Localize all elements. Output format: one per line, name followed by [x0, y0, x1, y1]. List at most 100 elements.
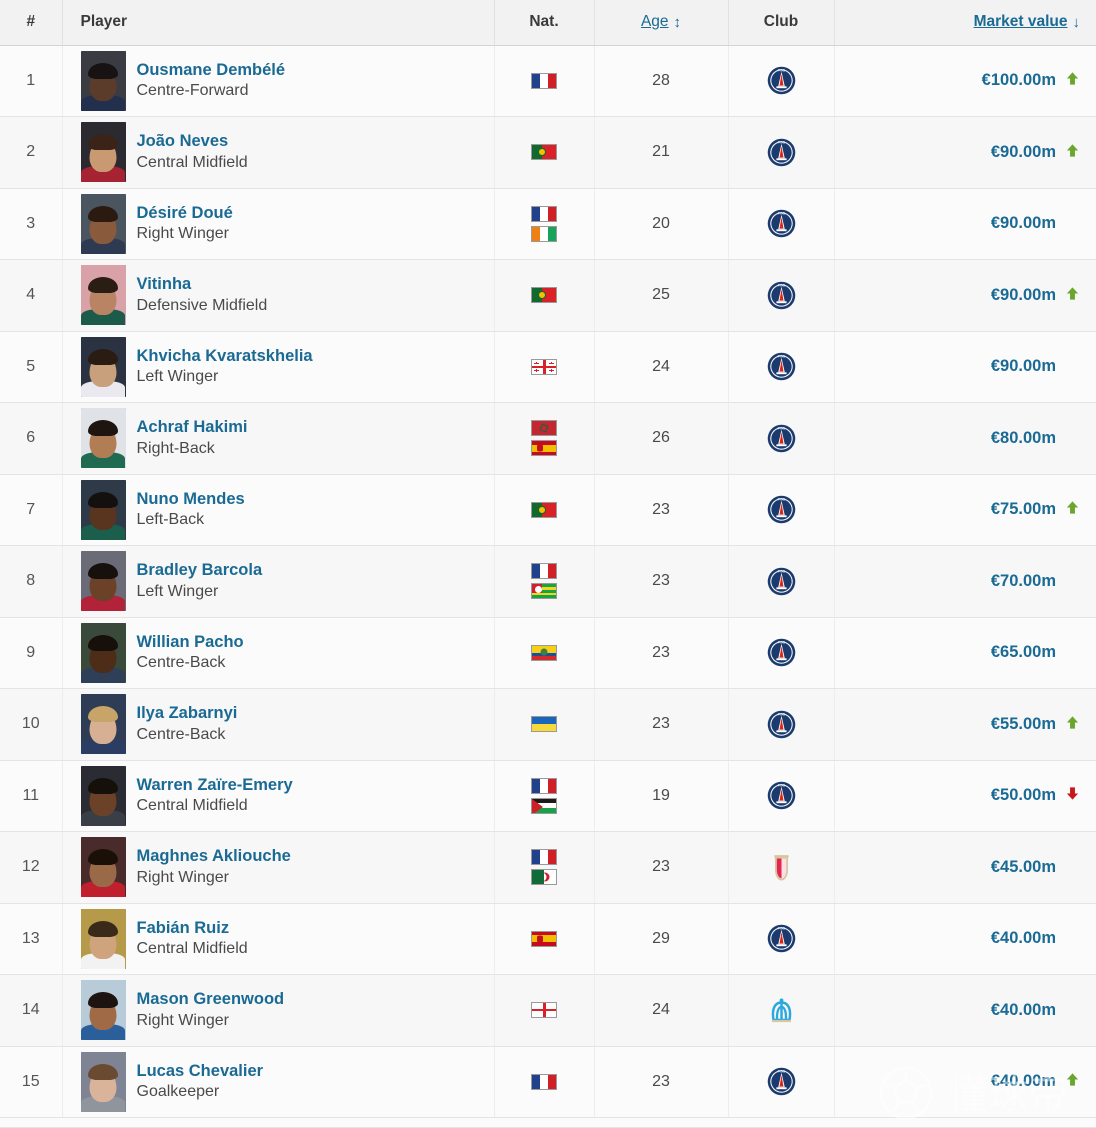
flag-ukraine-icon[interactable] — [531, 716, 557, 733]
player-name-link[interactable]: Nuno Mendes — [136, 489, 245, 508]
player-portrait[interactable] — [80, 479, 126, 540]
player-name-link[interactable]: Vitinha — [136, 275, 192, 294]
flag-palestine-icon[interactable] — [531, 797, 557, 814]
player-portrait[interactable] — [80, 837, 126, 898]
club-cell[interactable]: PSG — [728, 402, 835, 475]
table-row[interactable]: 14 Mason Greenwood Right Winger 24 €40.00m — [0, 974, 1096, 1047]
table-row[interactable]: 3 Désiré Doué Right Winger 20 PSG €90.00m — [0, 188, 1096, 260]
player-name-link[interactable]: Warren Zaïre-Emery — [136, 775, 293, 794]
market-value-link[interactable]: €75.00m — [990, 500, 1056, 519]
player-portrait[interactable] — [80, 551, 126, 612]
flag-france-icon[interactable] — [531, 849, 557, 866]
market-value-link[interactable]: €90.00m — [990, 285, 1056, 304]
player-name-link[interactable]: Achraf Hakimi — [136, 418, 248, 437]
market-value-link[interactable]: €90.00m — [990, 142, 1056, 161]
table-row[interactable]: 7 Nuno Mendes Left-Back 23 PSG €75.00m — [0, 474, 1096, 546]
table-row[interactable]: 12 Maghnes Akliouche Right Winger 23 €45.00m — [0, 831, 1096, 904]
table-row[interactable]: 11 Warren Zaïre-Emery Central Midfield 19 PS… — [0, 760, 1096, 832]
player-name-link[interactable]: João Neves — [136, 132, 229, 151]
player-portrait[interactable] — [80, 122, 126, 183]
club-cell[interactable]: PSG — [728, 617, 835, 689]
flag-france-icon[interactable] — [531, 205, 557, 222]
table-row[interactable]: 4 Vitinha Defensive Midfield 25 PSG €90.00m — [0, 259, 1096, 332]
player-name-link[interactable]: Mason Greenwood — [136, 990, 285, 1009]
market-value-link[interactable]: €40.00m — [990, 1072, 1056, 1091]
player-portrait[interactable] — [80, 336, 126, 397]
player-name-link[interactable]: Ilya Zabarnyi — [136, 704, 238, 723]
flag-portugal-icon[interactable] — [531, 501, 557, 518]
market-value-link[interactable]: €100.00m — [981, 71, 1056, 90]
club-cell[interactable]: PSG — [728, 688, 835, 761]
club-cell[interactable]: PSG — [728, 474, 835, 546]
market-value-link[interactable]: €70.00m — [990, 571, 1056, 590]
player-portrait[interactable] — [80, 408, 126, 469]
player-name-link[interactable]: Khvicha Kvaratskhelia — [136, 346, 313, 365]
club-cell[interactable]: PSG — [728, 45, 835, 117]
table-row[interactable]: 2 João Neves Central Midfield 21 PSG €90.00m — [0, 116, 1096, 189]
player-portrait[interactable] — [80, 50, 126, 111]
player-name-link[interactable]: Maghnes Akliouche — [136, 847, 291, 866]
table-row[interactable]: 10 Ilya Zabarnyi Centre-Back 23 PSG €55.00m — [0, 688, 1096, 761]
club-cell[interactable]: PSG — [728, 1046, 835, 1118]
flag-portugal-icon[interactable] — [531, 287, 557, 304]
flag-france-icon[interactable] — [531, 777, 557, 794]
player-portrait[interactable] — [80, 980, 126, 1041]
player-portrait[interactable] — [80, 908, 126, 969]
club-cell[interactable]: PSG — [728, 545, 835, 618]
flag-algeria-icon[interactable] — [531, 869, 557, 886]
table-row[interactable]: 6 Achraf Hakimi Right-Back 26 PSG €80.00m — [0, 402, 1096, 475]
table-row[interactable]: 15 Lucas Chevalier Goalkeeper 23 PSG €40.00m — [0, 1046, 1096, 1118]
player-portrait[interactable] — [80, 193, 126, 254]
flag-georgia-icon[interactable] — [531, 358, 557, 375]
flag-france-icon[interactable] — [531, 72, 557, 89]
flag-spain-icon[interactable] — [531, 930, 557, 947]
flag-cote-d-ivoire-icon[interactable] — [531, 225, 557, 242]
market-value-link[interactable]: €65.00m — [990, 643, 1056, 662]
player-portrait[interactable] — [80, 622, 126, 683]
market-value-link[interactable]: €40.00m — [990, 1000, 1056, 1019]
flag-france-icon[interactable] — [531, 1073, 557, 1090]
table-row[interactable]: 9 Willian Pacho Centre-Back 23 PSG €65.00m — [0, 617, 1096, 689]
table-row[interactable]: 8 Bradley Barcola Left Winger 23 PSG €70.00m — [0, 545, 1096, 618]
flag-portugal-icon[interactable] — [531, 144, 557, 161]
market-value-link[interactable]: €45.00m — [990, 857, 1056, 876]
club-cell[interactable]: PSG — [728, 760, 835, 832]
player-name-link[interactable]: Bradley Barcola — [136, 561, 263, 580]
market-value-link[interactable]: €80.00m — [990, 428, 1056, 447]
market-value-link[interactable]: €50.00m — [990, 786, 1056, 805]
table-row[interactable]: 1 Ousmane Dembélé Centre-Forward 28 PSG €100.… — [0, 45, 1096, 117]
club-cell[interactable] — [728, 974, 835, 1047]
column-header-age[interactable]: Age ↕ — [594, 0, 729, 46]
sort-both-icon[interactable]: ↕ — [673, 14, 682, 32]
player-name-link[interactable]: Ousmane Dembélé — [136, 60, 286, 79]
player-name-link[interactable]: Fabián Ruiz — [136, 918, 230, 937]
column-header-market-value[interactable]: Market value ↓ — [834, 0, 1096, 46]
club-cell[interactable]: PSG — [728, 259, 835, 332]
club-cell[interactable]: PSG — [728, 331, 835, 403]
player-portrait[interactable] — [80, 694, 126, 755]
player-portrait[interactable] — [80, 1051, 126, 1112]
club-cell[interactable]: PSG — [728, 903, 835, 975]
flag-morocco-icon[interactable] — [531, 420, 557, 437]
flag-france-icon[interactable] — [531, 563, 557, 580]
player-name-link[interactable]: Willian Pacho — [136, 632, 244, 651]
flag-togo-icon[interactable] — [531, 583, 557, 600]
sort-descending-icon[interactable]: ↓ — [1072, 14, 1081, 32]
player-portrait[interactable] — [80, 265, 126, 326]
player-name-link[interactable]: Désiré Doué — [136, 203, 233, 222]
sort-market-value-link[interactable]: Market value — [973, 13, 1068, 31]
club-cell[interactable]: PSG — [728, 188, 835, 260]
table-row[interactable]: 13 Fabián Ruiz Central Midfield 29 PSG €40.00… — [0, 903, 1096, 975]
sort-age-link[interactable]: Age — [640, 13, 669, 31]
flag-ecuador-icon[interactable] — [531, 644, 557, 661]
table-row[interactable]: 5 Khvicha Kvaratskhelia Left Winger 24 PSG €9… — [0, 331, 1096, 403]
club-cell[interactable] — [728, 831, 835, 904]
flag-spain-icon[interactable] — [531, 440, 557, 457]
club-cell[interactable]: PSG — [728, 116, 835, 189]
market-value-link[interactable]: €90.00m — [990, 214, 1056, 233]
player-name-link[interactable]: Lucas Chevalier — [136, 1061, 264, 1080]
market-value-link[interactable]: €40.00m — [990, 929, 1056, 948]
market-value-link[interactable]: €55.00m — [990, 714, 1056, 733]
player-portrait[interactable] — [80, 765, 126, 826]
market-value-link[interactable]: €90.00m — [990, 357, 1056, 376]
